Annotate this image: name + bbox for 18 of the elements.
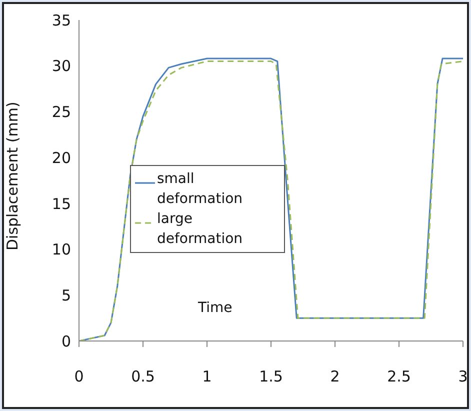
y-tick-label: 20 <box>52 148 71 167</box>
y-tick-label: 5 <box>61 286 71 304</box>
x-axis-title: Time <box>198 300 232 316</box>
y-axis-title: Displacement (mm) <box>3 102 22 250</box>
x-tick-label: 1 <box>202 368 212 386</box>
y-tick-label: 10 <box>52 240 71 259</box>
x-tick-label: 0.5 <box>131 368 155 386</box>
x-tick-label: 1.5 <box>259 368 283 386</box>
y-tick-label: 0 <box>61 332 71 350</box>
legend-label: large deformation <box>157 210 244 249</box>
y-tick-label: 15 <box>52 194 71 213</box>
x-tick-label: 3 <box>458 368 468 386</box>
x-tick-label: 2 <box>330 368 340 386</box>
y-tick-label: 35 <box>52 11 71 30</box>
x-tick-label: 0 <box>74 368 84 386</box>
y-tick-label: 25 <box>52 103 71 122</box>
x-tick-label: 2.5 <box>387 368 411 386</box>
y-tick-label: 30 <box>52 57 71 76</box>
